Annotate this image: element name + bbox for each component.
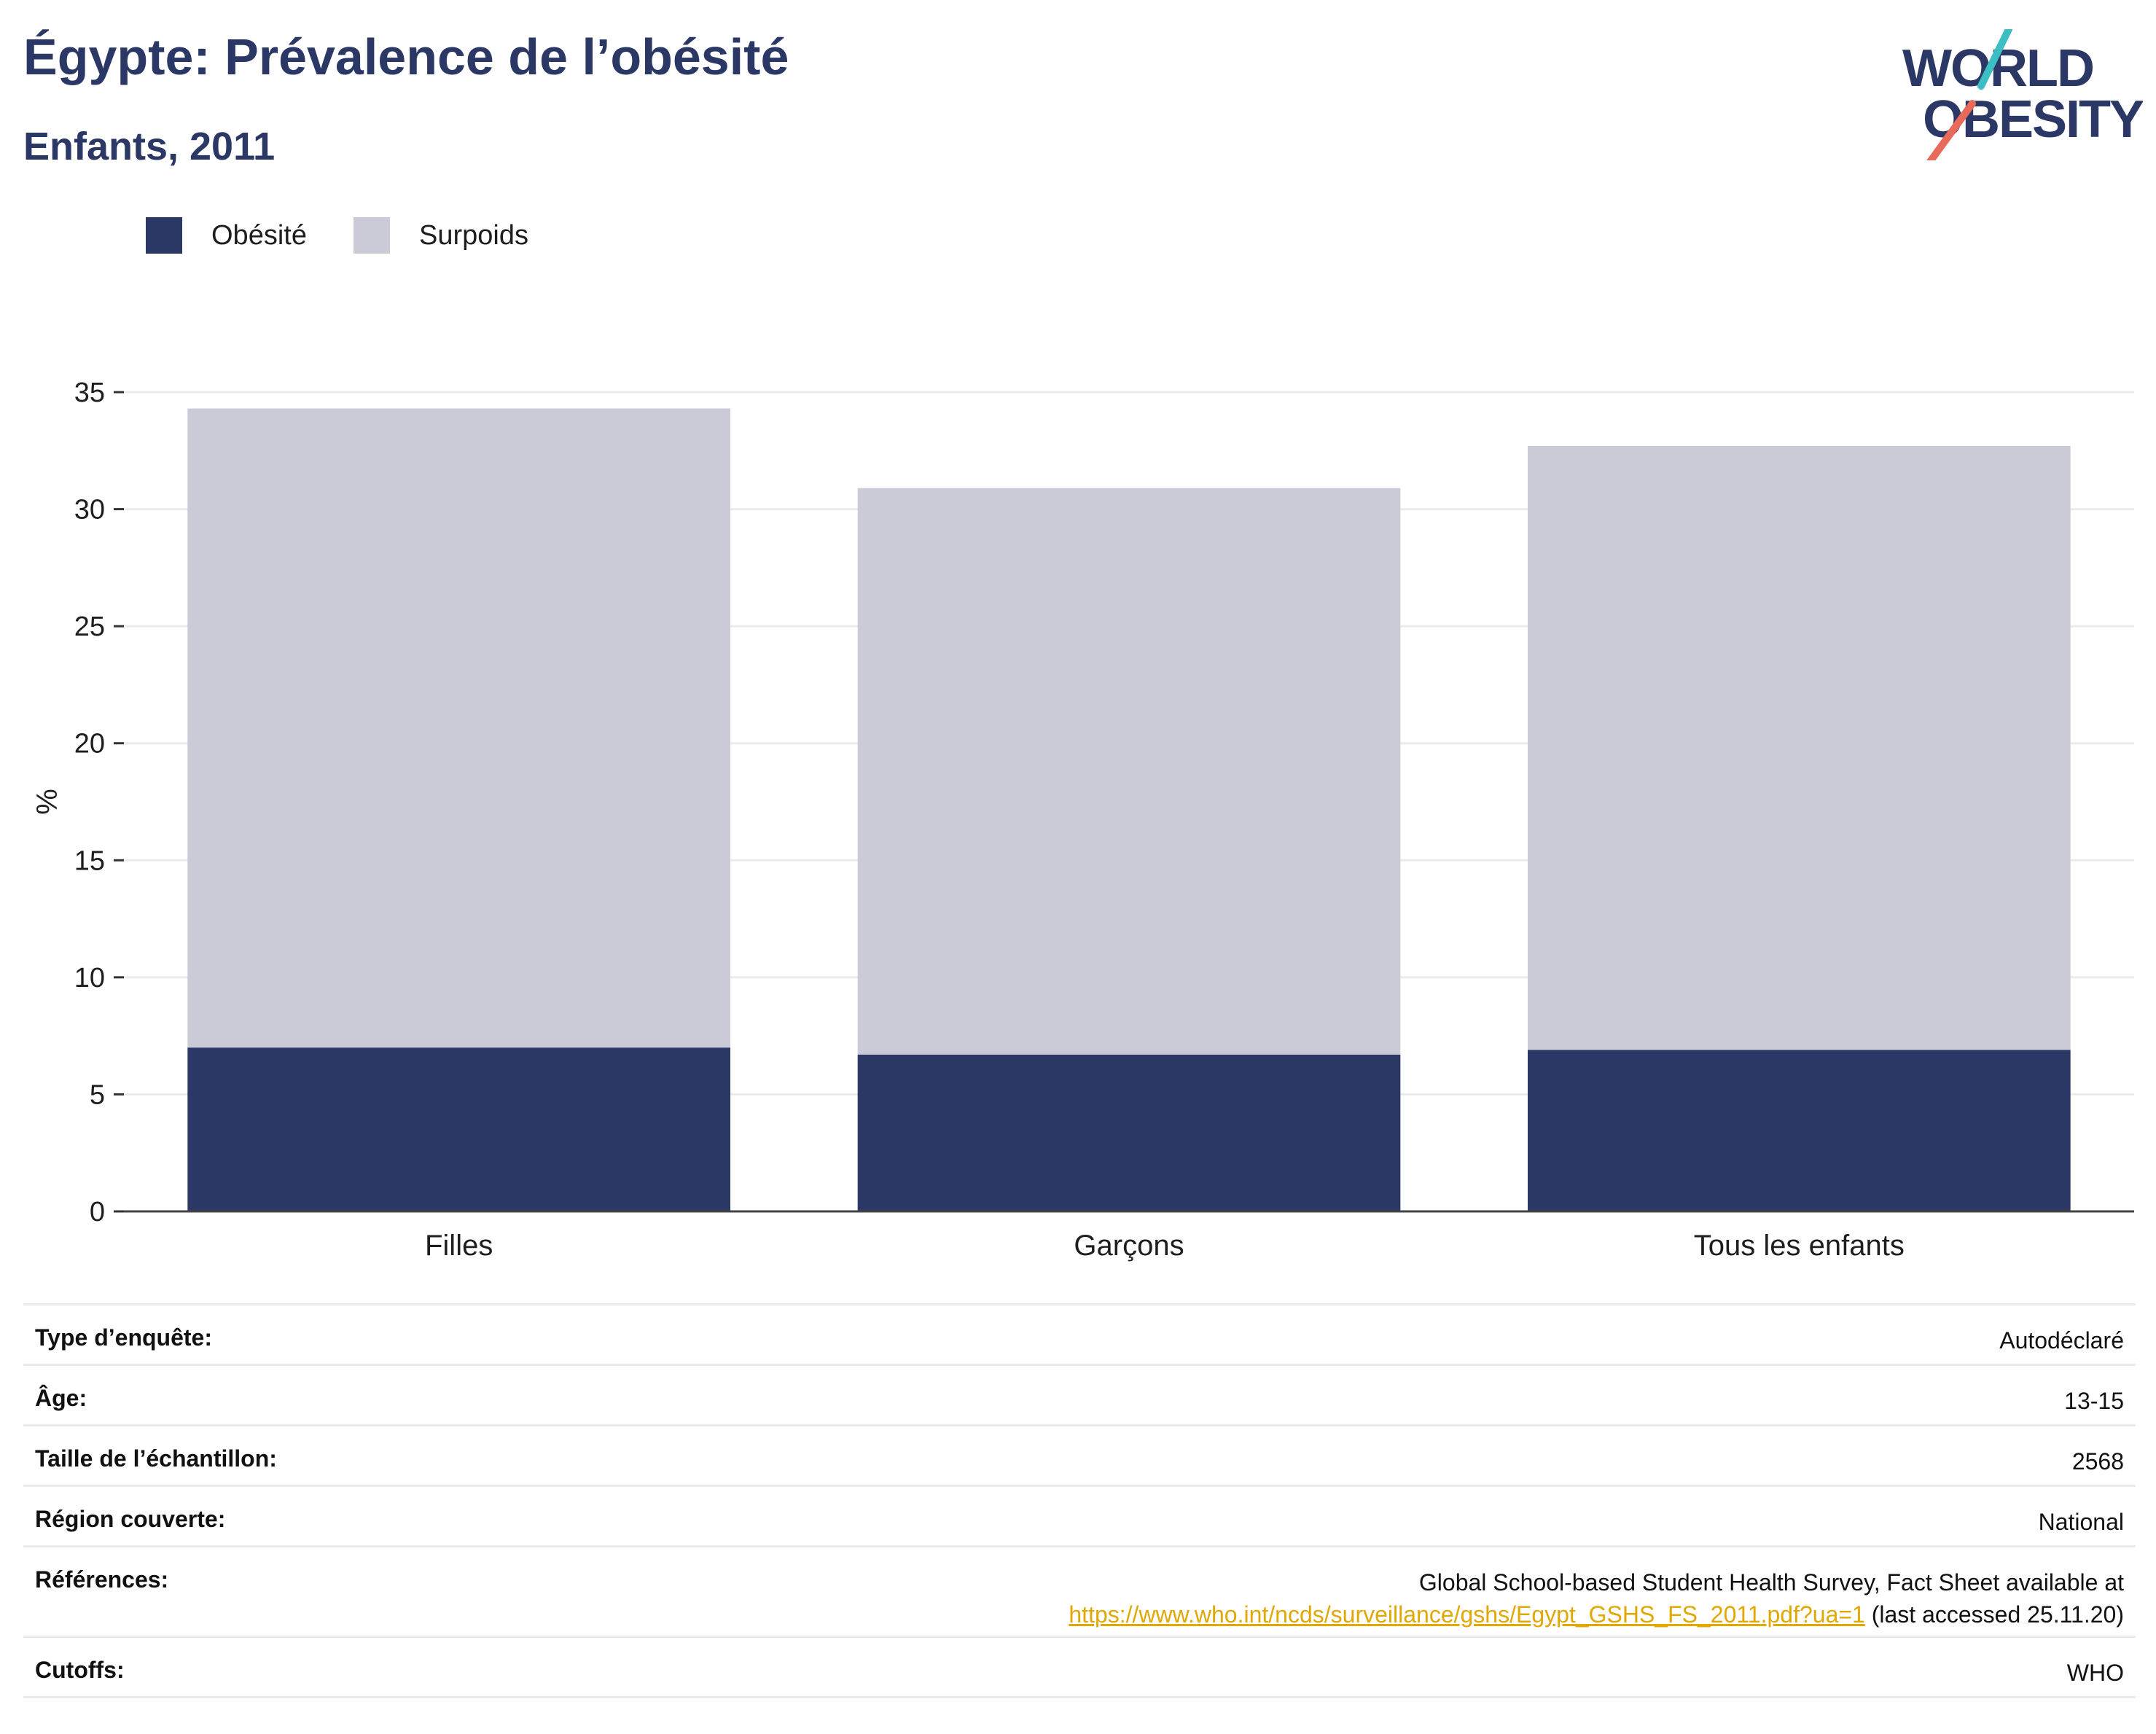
info-label-cutoffs: Cutoffs: [35, 1657, 125, 1683]
info-label-region: Région couverte: [35, 1506, 226, 1532]
info-value-cutoffs: WHO [2066, 1660, 2124, 1686]
references-text: Global School-based Student Health Surve… [1418, 1569, 2124, 1596]
x-tick-label-1: Garçons [1074, 1230, 1184, 1262]
bar-filles-surpoids [187, 408, 730, 1048]
logo-text-obesity: OBESITY [1923, 90, 2143, 149]
info-label-references: Références: [35, 1566, 169, 1593]
y-tick-label-35: 35 [74, 378, 105, 408]
info-row-references: Références: Global School-based Student … [23, 1545, 2136, 1636]
info-value-sample-size: 2568 [2071, 1448, 2124, 1475]
info-value-references: Global School-based Student Health Surve… [1069, 1566, 2124, 1630]
logo-slash-bottom [1926, 100, 1976, 160]
y-tick-label-25: 25 [74, 612, 105, 642]
y-tick-label-0: 0 [90, 1197, 105, 1227]
bar-tous-les-enfants-ob-sit- [1528, 1050, 2071, 1211]
info-row-region: Région couverte: National [23, 1485, 2136, 1545]
bar-filles-ob-sit- [187, 1047, 730, 1211]
y-tick-label-30: 30 [74, 495, 105, 526]
info-row-age: Âge: 13-15 [23, 1364, 2136, 1424]
info-value-age: 13-15 [2064, 1388, 2124, 1414]
chart-subtitle: Enfants, 2011 [23, 125, 276, 168]
info-table-bottom-border [23, 1696, 2136, 1698]
info-label-age: Âge: [35, 1385, 87, 1411]
y-tick-label-15: 15 [74, 845, 105, 876]
legend-swatch-surpoids [354, 217, 390, 254]
x-tick-label-2: Tous les enfants [1694, 1230, 1905, 1262]
info-row-cutoffs: Cutoffs: WHO [23, 1636, 2136, 1696]
y-tick-label-10: 10 [74, 963, 105, 993]
info-label-sample-size: Taille de l’échantillon: [35, 1445, 277, 1472]
x-tick-label-0: Filles [425, 1230, 493, 1262]
info-value-survey-type: Autodéclaré [1999, 1327, 2124, 1354]
bar-gar-ons-surpoids [857, 488, 1401, 1055]
info-label-survey-type: Type d’enquête: [35, 1324, 212, 1351]
y-tick-label-5: 5 [90, 1079, 105, 1110]
logo-slash-top [1977, 29, 2012, 90]
survey-info-table: Type d’enquête: Autodéclaré Âge: 13-15 T… [23, 1303, 2136, 1698]
y-axis-label: % [31, 789, 63, 815]
references-link[interactable]: https://www.who.int/ncds/surveillance/gs… [1069, 1601, 1865, 1628]
info-value-region: National [2038, 1509, 2124, 1535]
bar-tous-les-enfants-surpoids [1528, 445, 2071, 1050]
legend-label-surpoids: Surpoids [419, 220, 528, 251]
info-row-survey-type: Type d’enquête: Autodéclaré [23, 1303, 2136, 1364]
y-tick-label-20: 20 [74, 729, 105, 759]
legend-label-obesite: Obésité [211, 220, 307, 251]
references-accessed: (last accessed 25.11.20) [1864, 1601, 2124, 1628]
bar-gar-ons-ob-sit- [857, 1054, 1401, 1211]
info-row-sample-size: Taille de l’échantillon: 2568 [23, 1424, 2136, 1485]
legend-swatch-obesite [146, 217, 182, 254]
world-obesity-logo: WORLD OBESITY [1902, 29, 2143, 160]
chart-title: Égypte: Prévalence de l’obésité [23, 28, 789, 85]
stacked-bar-chart: 0 5 10 15 20 25 30 35% Filles Garçons Tous les enf… [31, 378, 2134, 1262]
